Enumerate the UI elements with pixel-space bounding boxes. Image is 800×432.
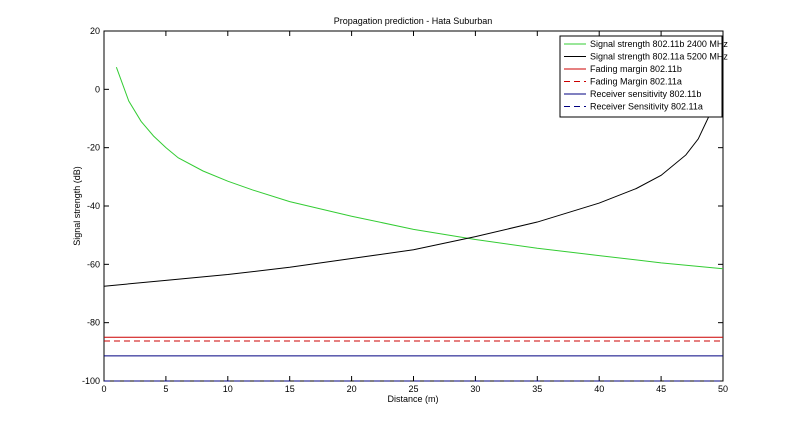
x-tick-label: 10 [223, 384, 233, 394]
legend-label: Fading Margin 802.11a [590, 77, 682, 87]
legend-label: Receiver Sensitivity 802.11a [590, 102, 703, 112]
y-axis-label: Signal strength (dB) [72, 166, 82, 246]
series-line [103, 89, 719, 287]
y-tick-label: -100 [82, 376, 100, 386]
legend-label: Receiver sensitivity 802.11b [590, 89, 701, 99]
legend-box [559, 35, 723, 118]
x-tick-label: 30 [470, 384, 480, 394]
x-tick-label: 40 [594, 384, 604, 394]
legend-label: Fading margin 802.11b [590, 64, 682, 74]
x-tick-label: 0 [101, 384, 106, 394]
y-tick-label: -20 [87, 143, 100, 153]
y-tick-label: -60 [87, 259, 100, 269]
x-tick-label: 50 [718, 384, 728, 394]
x-tick-label: 20 [347, 384, 357, 394]
legend-label: Signal strength 802.11b 2400 MHz [590, 39, 728, 49]
x-tick-label: 25 [408, 384, 418, 394]
y-tick-label: 0 [95, 84, 100, 94]
x-tick-label: 5 [163, 384, 168, 394]
chart-title: Propagation prediction - Hata Suburban [334, 16, 493, 26]
series-line [115, 66, 724, 270]
x-tick-label: 45 [656, 384, 666, 394]
y-tick-label: -40 [87, 201, 100, 211]
x-axis-label: Distance (m) [387, 394, 438, 404]
x-tick-label: 35 [532, 384, 542, 394]
legend-label: Signal strength 802.11a 5200 MHz [590, 52, 728, 62]
y-tick-label: -80 [87, 318, 100, 328]
y-tick-label: 20 [90, 26, 100, 36]
x-tick-label: 15 [285, 384, 295, 394]
